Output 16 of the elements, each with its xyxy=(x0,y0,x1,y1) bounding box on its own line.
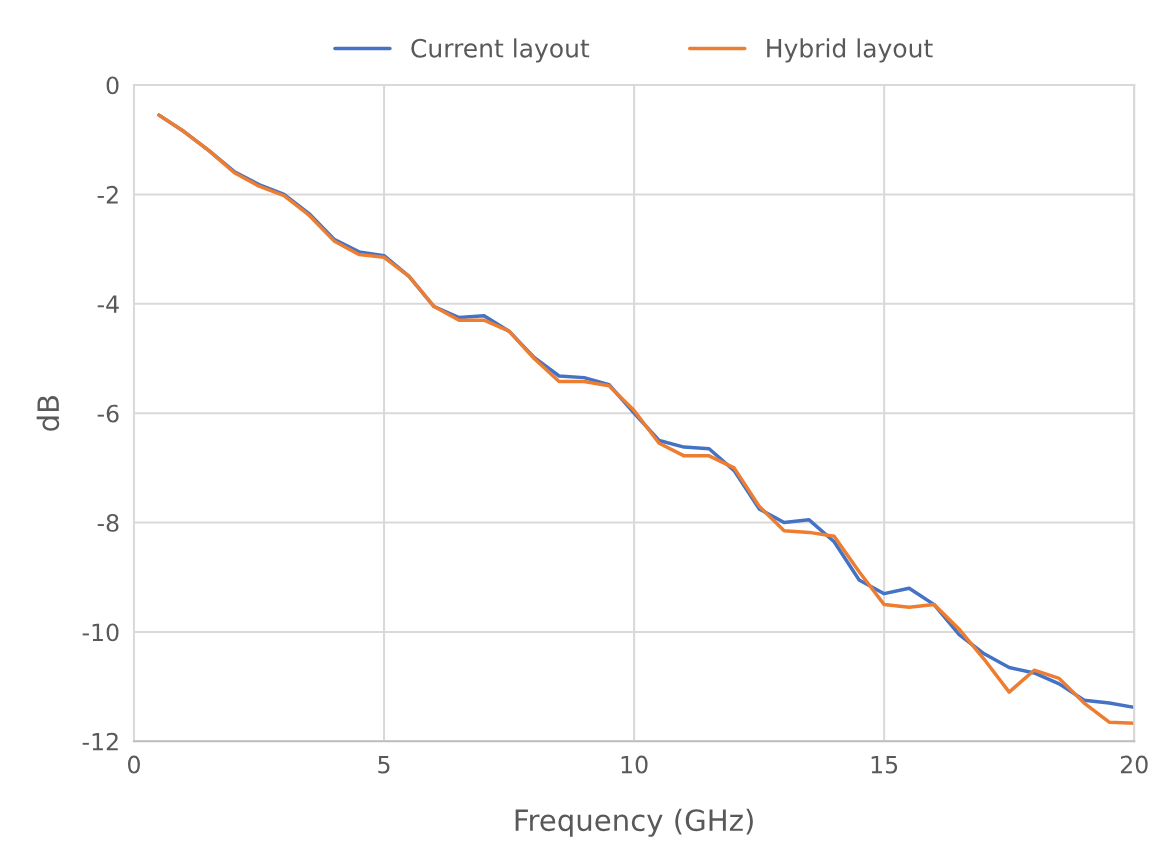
x-tick-label: 10 xyxy=(621,755,648,774)
x-tick-label: 15 xyxy=(871,755,898,774)
y-axis-title: dB xyxy=(36,395,60,431)
legend-label: Current layout xyxy=(411,38,590,63)
legend-label: Hybrid layout xyxy=(767,38,933,63)
x-tick-label: 20 xyxy=(1120,755,1148,774)
y-tick-label: -6 xyxy=(97,404,119,423)
y-tick-label: -10 xyxy=(82,623,119,642)
y-tick-label: -2 xyxy=(97,185,118,204)
x-axis-title: Frequency (GHz) xyxy=(515,808,753,837)
y-tick-label: 0 xyxy=(106,76,119,95)
y-tick-label: -12 xyxy=(82,732,118,751)
y-tick-label: -8 xyxy=(97,514,119,532)
y-tick-label: -4 xyxy=(97,295,119,313)
x-tick-label: 0 xyxy=(128,755,140,774)
x-tick-label: 5 xyxy=(378,755,390,774)
